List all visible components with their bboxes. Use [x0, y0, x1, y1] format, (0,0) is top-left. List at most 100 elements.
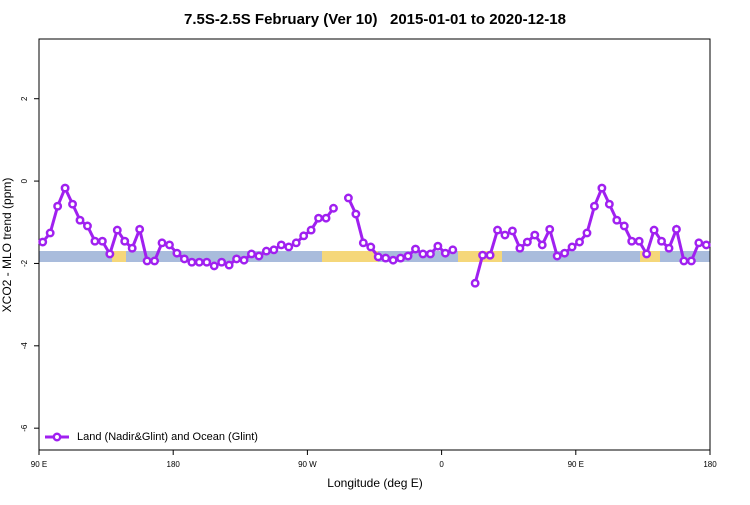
land-strip [112, 251, 126, 262]
data-point [582, 228, 592, 238]
data-point [694, 238, 704, 248]
data-point [194, 257, 204, 267]
data-point [686, 256, 696, 266]
data-point [366, 242, 376, 252]
data-point [388, 255, 398, 265]
data-point [127, 243, 137, 253]
data-point [75, 215, 85, 225]
data-point [701, 240, 711, 250]
data-point [232, 254, 242, 264]
data-point [493, 225, 502, 235]
x-tick-label: 180 [167, 460, 181, 469]
data-point [112, 225, 122, 235]
data-point [321, 213, 331, 223]
legend-label: Land (Nadir&Glint) and Ocean (Glint) [77, 431, 258, 443]
chart-title: 7.5S-2.5S February (Ver 10) 2015-01-01 t… [184, 11, 566, 28]
data-point [217, 257, 227, 267]
data-point [612, 215, 622, 225]
data-point [247, 249, 256, 259]
data-point [172, 248, 182, 258]
data-point [142, 256, 152, 266]
data-point [560, 248, 570, 258]
data-point [679, 256, 689, 266]
data-point [239, 255, 249, 265]
data-point [291, 238, 301, 248]
y-tick-label: 0 [20, 178, 29, 183]
data-point [90, 236, 100, 246]
data-point [314, 213, 324, 223]
data-point [425, 249, 435, 259]
data-point [269, 245, 279, 255]
data-point [284, 242, 294, 252]
data-point [202, 257, 212, 267]
data-point [306, 225, 316, 235]
data-point [589, 201, 599, 211]
x-tick-label: 90 E [568, 460, 584, 469]
data-point [165, 240, 174, 250]
data-point [433, 241, 443, 251]
data-point [157, 238, 167, 248]
y-axis-label: XCO2 - MLO trend (ppm) [0, 178, 14, 313]
data-point [358, 238, 368, 248]
legend-marker [52, 432, 62, 442]
data-point [500, 230, 510, 240]
data-point [381, 253, 391, 263]
data-point [254, 251, 264, 261]
data-point [68, 199, 78, 209]
data-point [485, 250, 495, 260]
data-point [634, 236, 644, 246]
data-point [664, 243, 674, 253]
data-point [373, 252, 383, 262]
y-tick-label: -6 [20, 424, 29, 432]
data-point [38, 237, 48, 247]
data-point [530, 230, 540, 240]
data-point [45, 228, 55, 238]
x-axis-label: Longitude (deg E) [327, 476, 422, 490]
data-point [597, 183, 607, 193]
data-point [224, 260, 234, 270]
data-point [150, 256, 160, 266]
data-point [627, 236, 637, 246]
y-tick-label: -2 [20, 259, 29, 267]
data-point [396, 253, 406, 263]
data-point [418, 249, 428, 259]
data-point [619, 221, 629, 231]
data-point [187, 257, 197, 267]
data-point [552, 251, 562, 261]
data-point [604, 199, 614, 209]
data-point [649, 225, 659, 235]
data-point [299, 231, 309, 241]
data-point [567, 242, 577, 252]
land-strip [322, 251, 378, 262]
data-point [351, 209, 361, 219]
data-point [478, 250, 488, 260]
x-tick-label: 90 E [31, 460, 47, 469]
data-point [537, 240, 547, 250]
data-point [60, 183, 70, 193]
data-point [470, 278, 480, 288]
data-point [179, 254, 189, 264]
y-tick-label: -4 [20, 342, 29, 350]
data-point [522, 237, 532, 247]
data-point [276, 240, 286, 250]
data-point [411, 244, 420, 254]
x-tick-label: 0 [439, 460, 444, 469]
data-point [403, 251, 413, 261]
data-point [448, 245, 458, 255]
data-point [53, 201, 63, 211]
data-point [135, 224, 145, 234]
data-point [657, 236, 666, 246]
data-point [261, 246, 271, 256]
data-point [545, 224, 555, 234]
data-point [642, 249, 652, 259]
data-point [83, 221, 92, 231]
data-point [575, 237, 584, 247]
data-point [97, 236, 107, 246]
data-point [120, 236, 130, 246]
data-point [343, 193, 353, 203]
data-point [672, 224, 681, 234]
data-point [507, 226, 517, 236]
